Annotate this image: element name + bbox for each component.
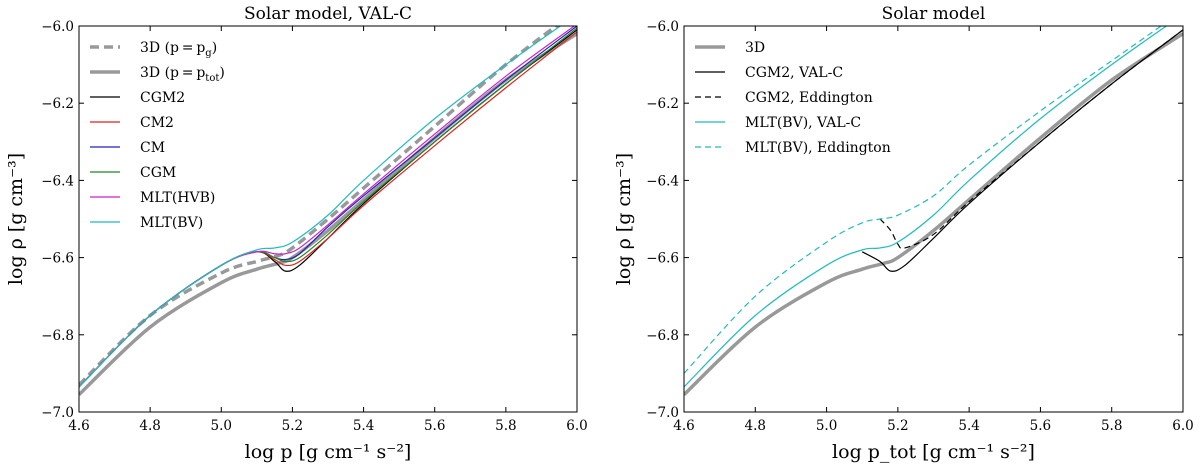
legend-label: CGM2, VAL-C <box>745 65 843 81</box>
x-tick-label: 5.8 <box>495 418 516 434</box>
y-tick-label: −6.0 <box>41 19 74 35</box>
x-tick-label: 4.8 <box>139 418 160 434</box>
series-line-3d <box>684 32 1183 396</box>
legend-label: MLT(BV), VAL-C <box>745 115 861 131</box>
x-tick-label: 5.2 <box>282 418 303 434</box>
legend-label: 3D <box>745 40 765 56</box>
x-tick-label: 4.6 <box>68 418 89 434</box>
series-line-cgm2-eddington <box>879 29 1183 250</box>
x-tick-label: 5.2 <box>887 418 908 434</box>
x-tick-label: 5.4 <box>353 418 374 434</box>
x-tick-label: 6.0 <box>566 418 587 434</box>
legend-label: MLT(BV), Eddington <box>745 140 891 156</box>
legend-label: 3D (p = ptot) <box>140 65 225 84</box>
x-tick-label: 4.8 <box>745 418 766 434</box>
x-axis-label: log p [g cm⁻¹ s⁻²] <box>245 441 412 463</box>
chart-title: Solar model, VAL-C <box>244 4 412 24</box>
series-line-3d-p-p-g- <box>79 26 560 387</box>
legend-label: MLT(BV) <box>140 215 203 231</box>
y-tick-label: −6.6 <box>41 251 74 267</box>
legend-label: CGM2, Eddington <box>745 90 873 106</box>
legend-label: 3D (p = pg) <box>140 40 217 59</box>
x-axis-label: log p_tot [g cm⁻¹ s⁻²] <box>832 441 1035 463</box>
x-tick-label: 5.0 <box>816 418 837 434</box>
y-tick-label: −7.0 <box>646 405 679 421</box>
y-tick-label: −6.2 <box>646 96 679 112</box>
plot-frame <box>683 25 1184 413</box>
x-tick-label: 5.6 <box>424 418 445 434</box>
legend: 3D (p = pg) 3D (p = ptot) CGM2 CM2 CM CGM MLT(… <box>90 40 225 231</box>
plot-frame <box>78 25 578 413</box>
y-tick-label: −6.2 <box>41 96 74 112</box>
x-tick-label: 5.8 <box>1101 418 1122 434</box>
y-axis-label: log ρ [g cm⁻³] <box>5 153 27 285</box>
legend-label: CGM2 <box>140 90 185 106</box>
legend-label: MLT(HVB) <box>140 190 215 206</box>
series-line-cm2 <box>79 31 577 388</box>
y-tick-label: −6.4 <box>646 173 679 189</box>
x-tick-label: 4.6 <box>673 418 694 434</box>
legend-label: CM <box>140 140 165 156</box>
y-tick-label: −7.0 <box>41 405 74 421</box>
y-tick-label: −6.4 <box>41 173 74 189</box>
y-tick-label: −6.6 <box>646 251 679 267</box>
legend-label: CM2 <box>140 115 174 131</box>
y-tick-label: −6.8 <box>41 328 74 344</box>
series-line-mlt-bv-val-c <box>684 26 1168 388</box>
chart-panel-1: 4.6 4.8 5.0 5.2 5.4 5.6 5.8 6.0 −7.0 −6.8 −6.6 −6.4… <box>5 4 588 463</box>
x-tick-label: 6.0 <box>1172 418 1193 434</box>
chart-panel-2: 4.6 4.8 5.0 5.2 5.4 5.6 5.8 6.0 −7.0 −6.8 −6.6 −6.4… <box>613 4 1194 463</box>
y-axis-label: log ρ [g cm⁻³] <box>613 153 635 285</box>
series-line-mlt-bv-eddington <box>684 26 1163 374</box>
legend: 3D CGM2, VAL-C CGM2, Eddington MLT(BV), VAL… <box>695 40 891 156</box>
chart-title: Solar model <box>882 4 986 24</box>
x-tick-label: 5.0 <box>211 418 232 434</box>
legend-label: CGM <box>140 165 176 181</box>
x-tick-label: 5.6 <box>1030 418 1051 434</box>
y-tick-label: −6.8 <box>646 328 679 344</box>
x-tick-label: 5.4 <box>958 418 979 434</box>
series-line-mlt-bv- <box>79 26 562 388</box>
y-tick-label: −6.0 <box>646 19 679 35</box>
